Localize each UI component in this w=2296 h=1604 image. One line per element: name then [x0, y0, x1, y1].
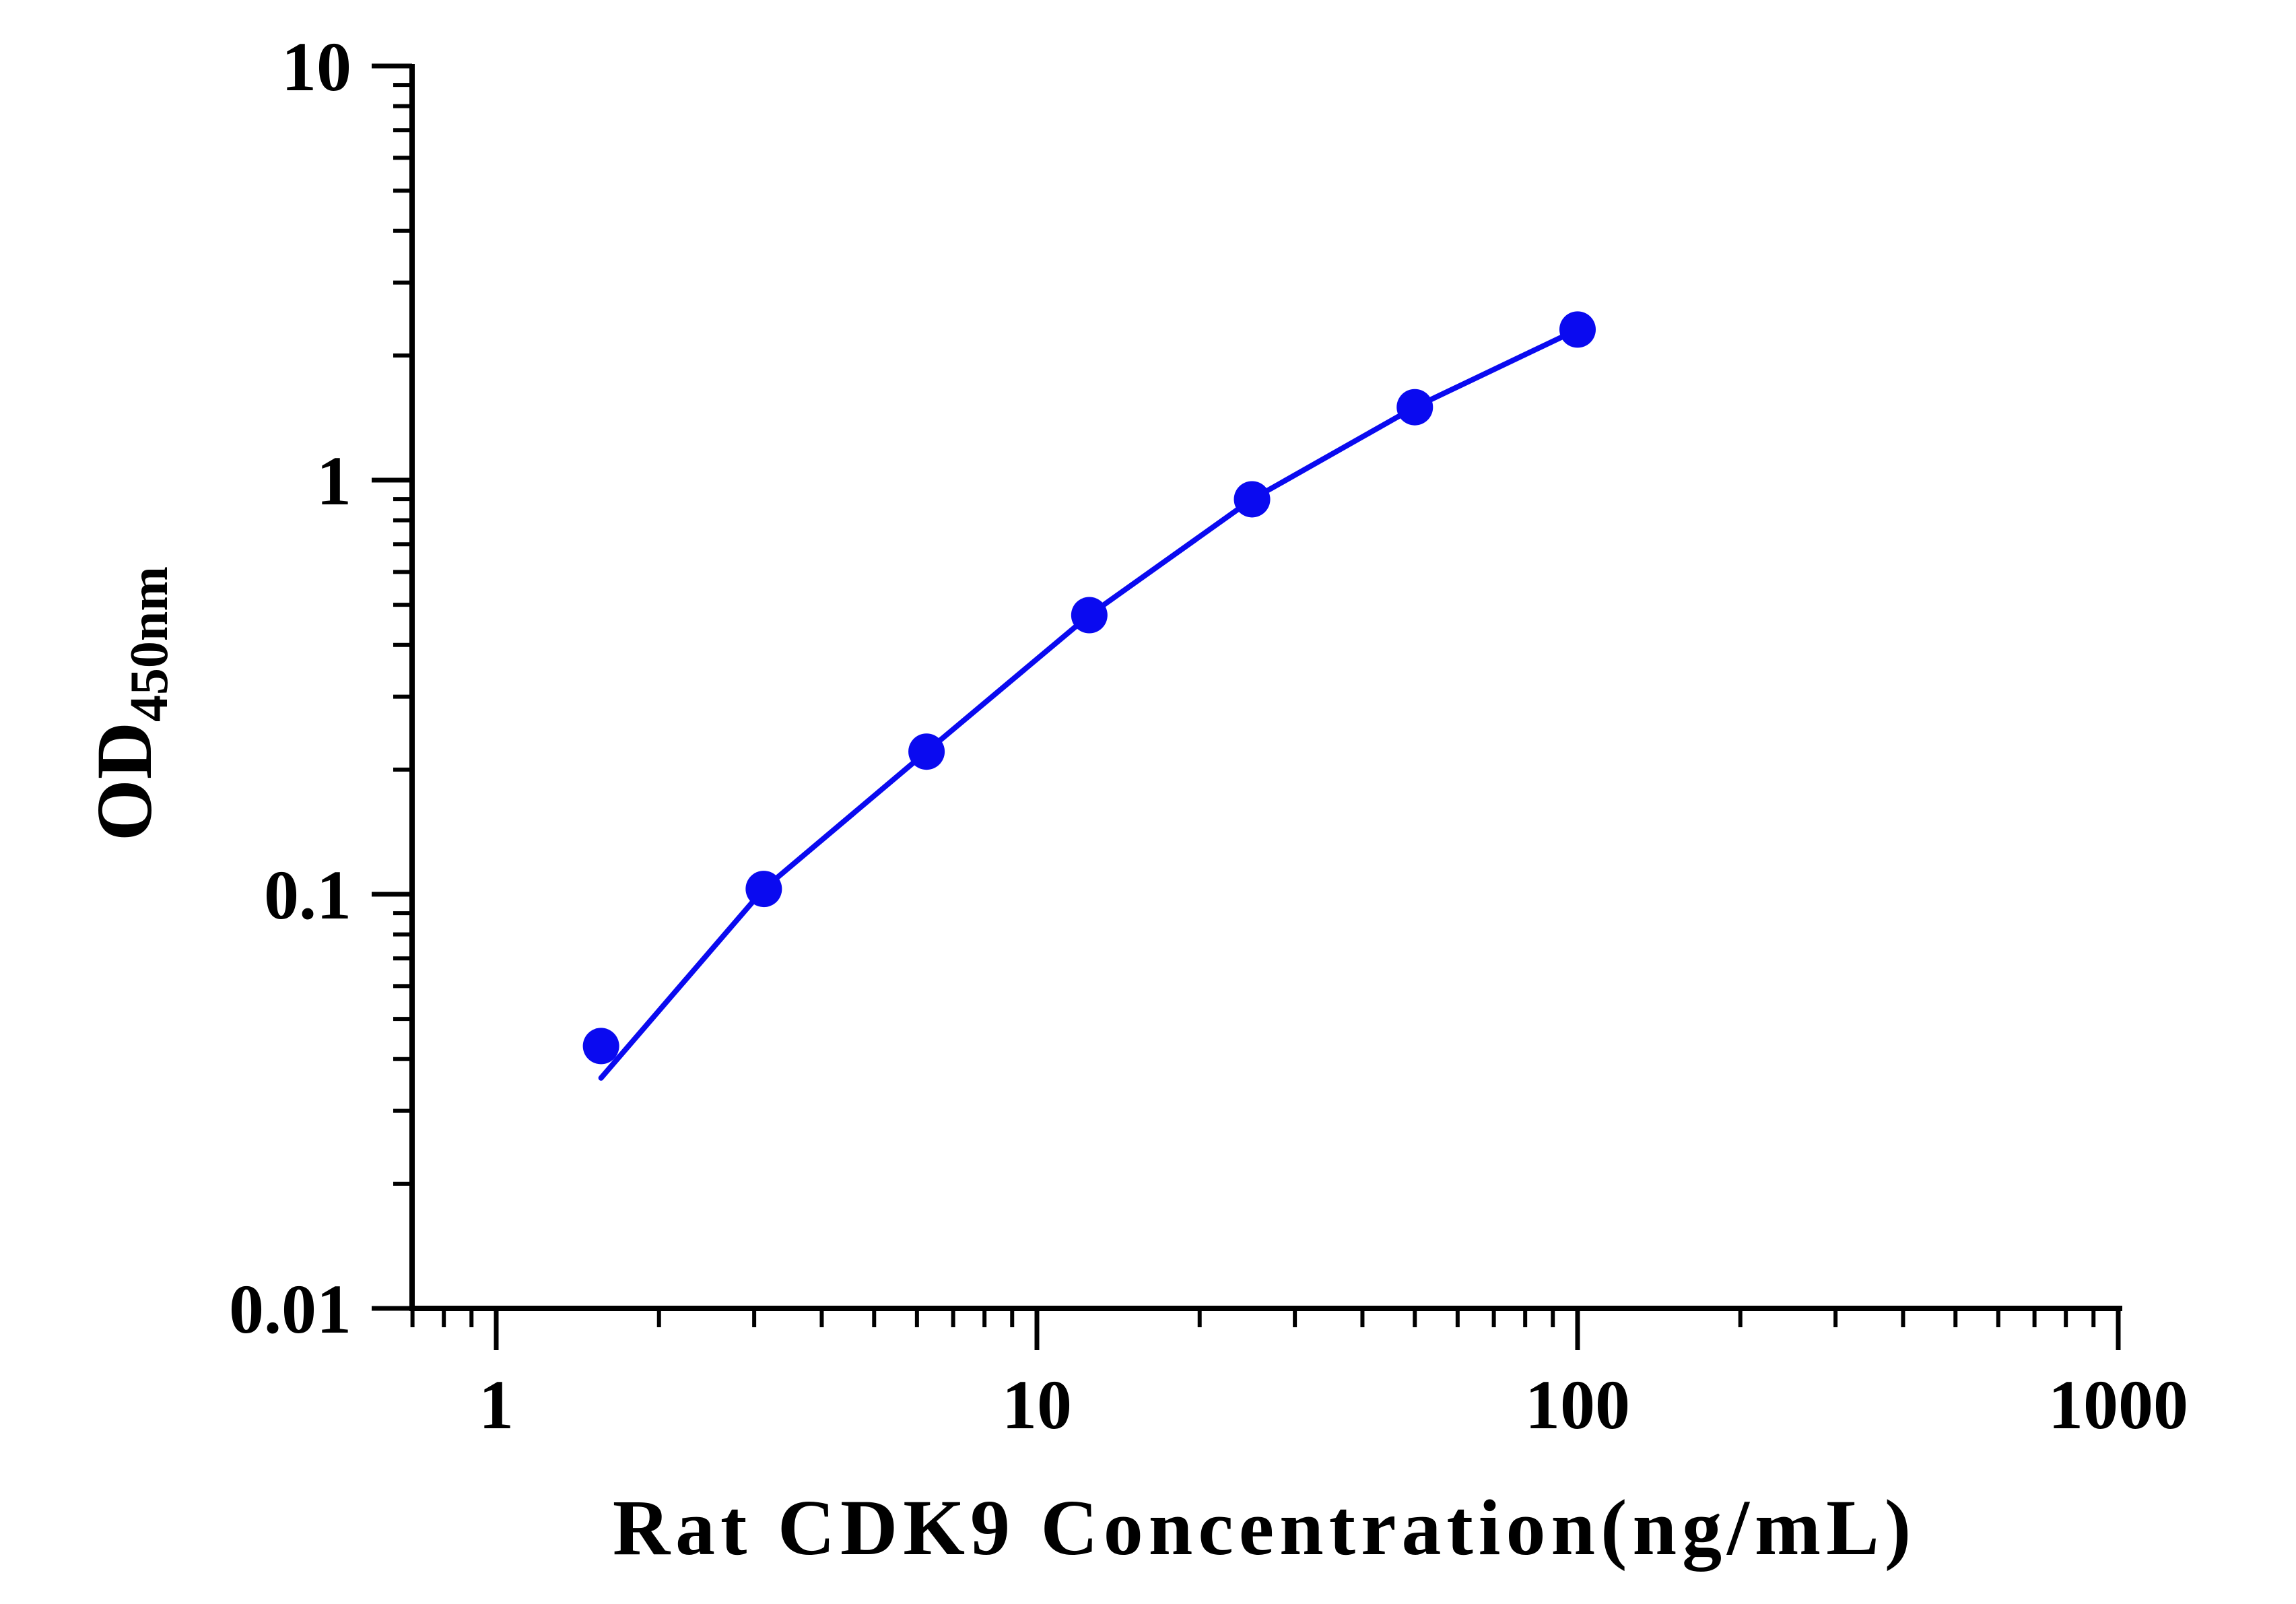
data-point [1396, 389, 1433, 426]
data-point [745, 871, 782, 908]
data-point [1559, 311, 1596, 348]
tick-labels: 0.01 0.1 1 10 1 10 100 1000 [229, 28, 2188, 1444]
fit-curve [598, 327, 1580, 1081]
x-tick-label: 100 [1525, 1366, 1630, 1444]
y-tick-label: 0.1 [264, 857, 351, 934]
y-axis-title-subscript: 450nm [120, 566, 179, 722]
x-axis-title: Rat CDK9 Concentration(ng/mL) [613, 1483, 1916, 1572]
plot-area [582, 311, 1596, 1081]
data-point [1071, 597, 1108, 634]
y-tick-label: 1 [316, 442, 351, 520]
x-tick-label: 1000 [2048, 1366, 2188, 1444]
ticks [372, 63, 2121, 1350]
x-tick-label: 10 [1002, 1366, 1072, 1444]
y-axis-title-main: OD [80, 722, 168, 841]
y-tick-label: 0.01 [229, 1271, 351, 1348]
axes [409, 64, 2122, 1311]
data-point [582, 1028, 619, 1065]
y-axis-title: OD450nm [80, 566, 179, 841]
data-point [908, 733, 945, 770]
y-tick-label: 10 [281, 28, 351, 106]
x-tick-label: 1 [479, 1366, 514, 1444]
data-point [1234, 481, 1271, 518]
